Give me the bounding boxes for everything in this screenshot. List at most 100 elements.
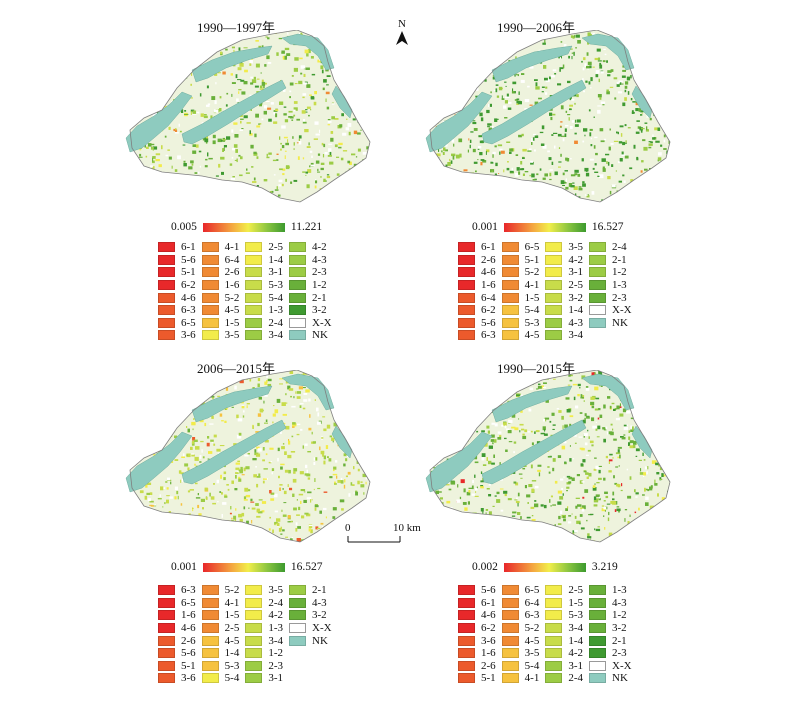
- legend-label: 3-6: [181, 672, 196, 685]
- legend-label: 6-2: [481, 622, 496, 635]
- legend-swatch: [545, 317, 563, 328]
- legend-swatch: [201, 267, 219, 278]
- legend-item: 2-1: [289, 291, 332, 304]
- panel-title-2: 1990—2006年: [497, 20, 576, 35]
- legend-label: 2-3: [612, 647, 627, 660]
- legend-swatch: [201, 292, 219, 303]
- legend-item: 2-3: [589, 291, 632, 304]
- legend-swatch: [201, 660, 219, 671]
- legend-swatch: [545, 585, 563, 596]
- legend-column: 3-5 4-2 3-1 2-5 3-2 1-4 4-3 3-4: [545, 241, 583, 342]
- legend-item: 1-4: [245, 254, 283, 267]
- region-outline: [429, 370, 671, 543]
- water-body: [125, 431, 193, 493]
- legend-label: 6-5: [181, 316, 196, 329]
- legend-swatch: [589, 635, 607, 646]
- legend-label: 5-2: [524, 622, 540, 635]
- water-body: [491, 385, 573, 423]
- legend-item: 1-3: [589, 279, 632, 292]
- legend-swatch: [589, 305, 607, 316]
- legend-swatch: [245, 610, 263, 621]
- legend-label: 4-2: [268, 609, 284, 622]
- legend-item: NK: [589, 672, 632, 685]
- legend-label: 4-6: [181, 622, 196, 635]
- legend-item: 4-1: [201, 597, 239, 610]
- legend-column: 6-3 6-5 1-6 4-6 2-6 5-6 5-1 3-6: [158, 584, 196, 685]
- legend-label: 4-3: [312, 253, 327, 266]
- legend-item: 3-2: [589, 622, 632, 635]
- legend-label: 6-5: [524, 584, 540, 597]
- legend-label: 4-5: [224, 304, 240, 317]
- map-2006-2015: [125, 370, 371, 543]
- legend-label: 2-4: [268, 316, 284, 329]
- legend-swatch: [245, 305, 263, 316]
- legend-label: 5-2: [524, 266, 540, 279]
- legend-item: 4-5: [201, 304, 240, 317]
- class-legend-4: 5-6 6-1 4-6 6-2 3-6 1-6 2-6 5-1 6-5 6-4 6-3 5-2 4-5 3…: [458, 584, 638, 685]
- legend-item: 4-6: [458, 609, 496, 622]
- legend-item: 4-2: [545, 647, 583, 660]
- legend-label: 6-2: [181, 279, 196, 292]
- legend-swatch: [458, 267, 475, 278]
- legend-item: 4-2: [289, 241, 332, 254]
- legend-label: 1-4: [568, 634, 584, 647]
- land-area: [130, 30, 370, 202]
- legend-column: 6-1 5-6 5-1 6-2 4-6 6-3 6-5 3-6: [158, 241, 196, 342]
- legend-label: 6-3: [524, 609, 540, 622]
- map-1990-1997: [125, 30, 371, 203]
- legend-item: 3-4: [545, 329, 583, 342]
- gradient-max: 3.219: [591, 561, 618, 573]
- legend-label: 2-5: [568, 584, 584, 597]
- legend-item: 5-6: [458, 317, 496, 330]
- legend-label: 5-2: [224, 291, 240, 304]
- gradient-min: 0.001: [472, 221, 498, 233]
- legend-item: 1-4: [545, 304, 583, 317]
- legend-label: 4-6: [181, 291, 196, 304]
- legend-label: 2-6: [481, 253, 496, 266]
- legend-label: 1-3: [612, 584, 627, 597]
- gradient-legend-4: 0.002 3.219: [472, 561, 618, 573]
- legend-swatch: [458, 317, 475, 328]
- legend-item: 2-3: [289, 266, 332, 279]
- legend-label: 2-1: [312, 291, 327, 304]
- legend-swatch: [458, 254, 475, 265]
- legend-label: 2-5: [268, 241, 284, 254]
- legend-label: 6-4: [524, 596, 540, 609]
- legend-item: 1-6: [458, 647, 496, 660]
- legend-item: 3-2: [289, 304, 332, 317]
- legend-item: 4-6: [158, 291, 196, 304]
- legend-item: 3-1: [245, 266, 283, 279]
- legend-item: 6-4: [201, 254, 239, 267]
- legend-swatch: [458, 660, 475, 671]
- gradient-min: 0.001: [171, 561, 197, 573]
- legend-swatch: [289, 242, 307, 253]
- legend-item: 6-2: [158, 279, 196, 292]
- legend-swatch: [589, 610, 607, 621]
- legend-label: 3-5: [268, 584, 284, 597]
- legend-item: X-X: [589, 304, 632, 317]
- legend-item: 4-3: [589, 597, 632, 610]
- legend-swatch: [458, 673, 475, 684]
- legend-item: 3-5: [501, 647, 539, 660]
- land-area: [430, 30, 670, 202]
- legend-item: 5-1: [458, 672, 496, 685]
- legend-label: 4-2: [568, 253, 584, 266]
- legend-label: 1-6: [481, 279, 496, 292]
- legend-item: 6-4: [458, 291, 496, 304]
- legend-swatch: [589, 673, 607, 684]
- north-arrow-icon: [396, 31, 408, 45]
- legend-swatch: [589, 317, 607, 328]
- legend-swatch: [589, 292, 607, 303]
- legend-swatch: [201, 648, 219, 659]
- legend-item: 1-3: [245, 622, 283, 635]
- legend-swatch: [201, 280, 219, 291]
- legend-swatch: [201, 635, 219, 646]
- water-body: [181, 419, 287, 485]
- legend-item: 3-6: [458, 634, 496, 647]
- legend-label: 6-4: [481, 291, 496, 304]
- legend-swatch: [501, 635, 519, 646]
- legend-swatch: [589, 660, 607, 671]
- legend-swatch: [158, 242, 175, 253]
- legend-item: 1-5: [201, 317, 239, 330]
- gradient-max: 16.527: [290, 561, 323, 573]
